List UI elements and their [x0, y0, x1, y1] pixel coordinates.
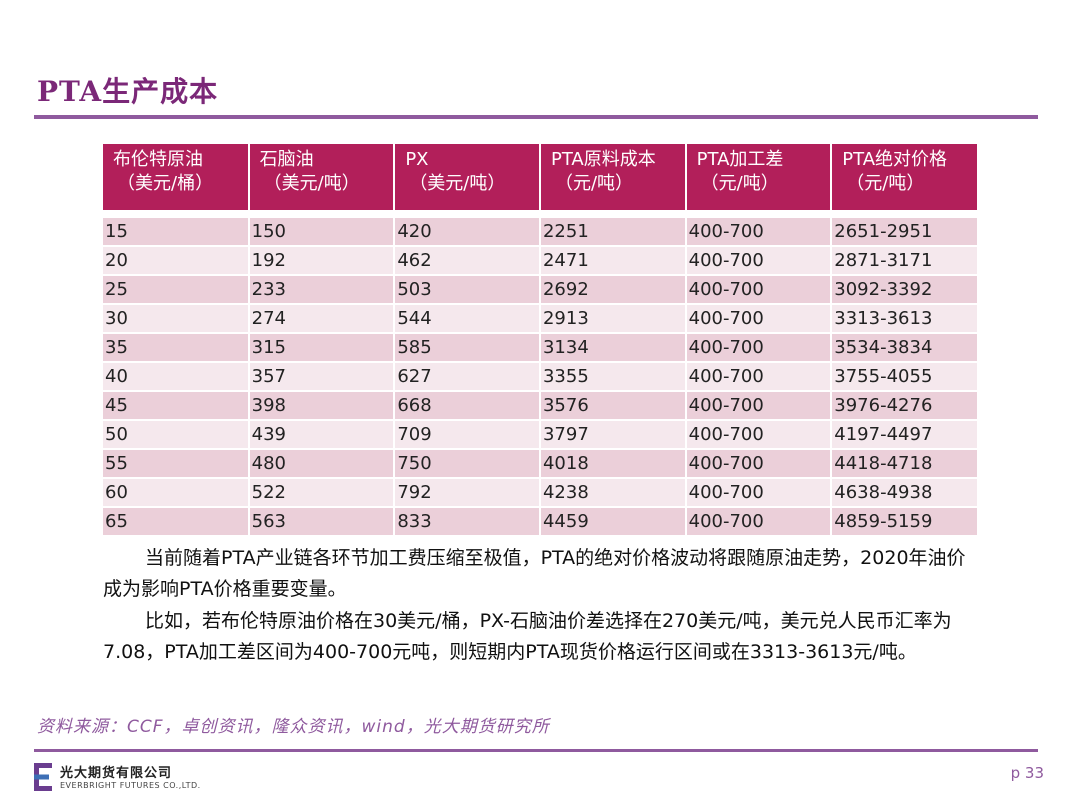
table-cell: 15	[103, 210, 250, 246]
table-body: 15 150 420 2251 400-700 2651-2951 20 192 462 2471…	[103, 210, 977, 535]
table-cell: 3355	[539, 361, 687, 391]
page-title: PTA生产成本	[37, 75, 219, 108]
table-cell: 3755-4055	[831, 361, 977, 391]
table-cell: 40	[103, 361, 250, 391]
table-cell: 45	[103, 390, 250, 420]
table-row: 60 522 792 4238 400-700 4638-4938	[103, 477, 977, 507]
table-cell: 400-700	[685, 361, 833, 391]
table-cell: 400-700	[685, 303, 833, 333]
table-cell: 400-700	[685, 274, 833, 304]
table-cell: 35	[103, 332, 250, 362]
header-pta-material-cost: PTA原料成本 （元/吨）	[539, 144, 687, 214]
table-cell: 55	[103, 448, 250, 478]
logo-text-cn: 光大期货有限公司	[60, 766, 173, 781]
table-cell: 3576	[539, 390, 687, 420]
table-cell: 4459	[539, 506, 687, 535]
title-divider	[34, 115, 1038, 119]
source-note: 资料来源：CCF，卓创资讯，隆众资讯，wind，光大期货研究所	[37, 717, 550, 737]
table-cell: 522	[248, 477, 396, 507]
table-cell: 3976-4276	[831, 390, 977, 420]
table-cell: 4859-5159	[831, 506, 977, 535]
page-number: p 33	[1010, 764, 1044, 782]
table-cell: 25	[103, 274, 250, 304]
table-cell: 462	[394, 245, 541, 275]
table-cell: 563	[248, 506, 396, 535]
table-cell: 315	[248, 332, 396, 362]
table-cell: 4018	[539, 448, 687, 478]
table-cell: 20	[103, 245, 250, 275]
paragraph-1: 当前随着PTA产业链各环节加工费压缩至极值，PTA的绝对价格波动将跟随原油走势，…	[103, 547, 966, 600]
table-cell: 400-700	[685, 448, 833, 478]
table-cell: 400-700	[685, 332, 833, 362]
pta-cost-table: 布伦特原油 （美元/桶） 石脑油 （美元/吨） PX （美元/吨） PTA原料成本 （元…	[103, 144, 977, 535]
paragraph-2: 比如，若布伦特原油价格在30美元/桶，PX-石脑油价差选择在270美元/吨，美元…	[103, 610, 952, 663]
table-cell: 2913	[539, 303, 687, 333]
table-cell: 2871-3171	[831, 245, 977, 275]
header-px: PX （美元/吨）	[394, 144, 541, 214]
table-cell: 4418-4718	[831, 448, 977, 478]
table-row: 15 150 420 2251 400-700 2651-2951	[103, 210, 977, 246]
table-cell: 398	[248, 390, 396, 420]
table-cell: 4638-4938	[831, 477, 977, 507]
table-cell: 192	[248, 245, 396, 275]
table-cell: 3797	[539, 419, 687, 449]
table-cell: 4197-4497	[831, 419, 977, 449]
header-pta-processing-margin: PTA加工差 （元/吨）	[685, 144, 833, 214]
table-cell: 4238	[539, 477, 687, 507]
header-naphtha: 石脑油 （美元/吨）	[248, 144, 396, 214]
table-cell: 400-700	[685, 210, 833, 246]
table-cell: 400-700	[685, 477, 833, 507]
table-cell: 544	[394, 303, 541, 333]
table-cell: 2251	[539, 210, 687, 246]
table-cell: 3313-3613	[831, 303, 977, 333]
table-row: 30 274 544 2913 400-700 3313-3613	[103, 303, 977, 333]
header-pta-absolute-price: PTA绝对价格 （元/吨）	[831, 144, 977, 214]
table-cell: 50	[103, 419, 250, 449]
table-cell: 400-700	[685, 245, 833, 275]
table-cell: 2471	[539, 245, 687, 275]
table-cell: 60	[103, 477, 250, 507]
company-logo: 光大期货有限公司 EVERBRIGHT FUTURES CO.,LTD.	[34, 760, 234, 796]
table-cell: 65	[103, 506, 250, 535]
table-row: 25 233 503 2692 400-700 3092-3392	[103, 274, 977, 304]
table-cell: 709	[394, 419, 541, 449]
table-cell: 400-700	[685, 419, 833, 449]
footer-divider	[34, 749, 1038, 752]
table-row: 20 192 462 2471 400-700 2871-3171	[103, 245, 977, 275]
table-row: 50 439 709 3797 400-700 4197-4497	[103, 419, 977, 449]
table-row: 55 480 750 4018 400-700 4418-4718	[103, 448, 977, 478]
logo-text-en: EVERBRIGHT FUTURES CO.,LTD.	[60, 781, 201, 790]
table-cell: 750	[394, 448, 541, 478]
table-cell: 3134	[539, 332, 687, 362]
table-cell: 439	[248, 419, 396, 449]
table-row: 35 315 585 3134 400-700 3534-3834	[103, 332, 977, 362]
table-cell: 503	[394, 274, 541, 304]
table-cell: 400-700	[685, 506, 833, 535]
table-cell: 627	[394, 361, 541, 391]
table-cell: 3534-3834	[831, 332, 977, 362]
table-cell: 274	[248, 303, 396, 333]
table-cell: 668	[394, 390, 541, 420]
table-cell: 833	[394, 506, 541, 535]
table-cell: 2651-2951	[831, 210, 977, 246]
table-row: 40 357 627 3355 400-700 3755-4055	[103, 361, 977, 391]
table-cell: 480	[248, 448, 396, 478]
table-row: 65 563 833 4459 400-700 4859-5159	[103, 506, 977, 535]
table-cell: 420	[394, 210, 541, 246]
table-cell: 792	[394, 477, 541, 507]
table-row: 45 398 668 3576 400-700 3976-4276	[103, 390, 977, 420]
table-cell: 150	[248, 210, 396, 246]
table-header-row: 布伦特原油 （美元/桶） 石脑油 （美元/吨） PX （美元/吨） PTA原料成本 （元…	[103, 144, 977, 214]
table-cell: 2692	[539, 274, 687, 304]
table-cell: 233	[248, 274, 396, 304]
table-cell: 3092-3392	[831, 274, 977, 304]
table-cell: 30	[103, 303, 250, 333]
everbright-logo-icon	[34, 763, 52, 791]
table-cell: 400-700	[685, 390, 833, 420]
header-brent: 布伦特原油 （美元/桶）	[103, 144, 250, 214]
table-cell: 585	[394, 332, 541, 362]
table-cell: 357	[248, 361, 396, 391]
